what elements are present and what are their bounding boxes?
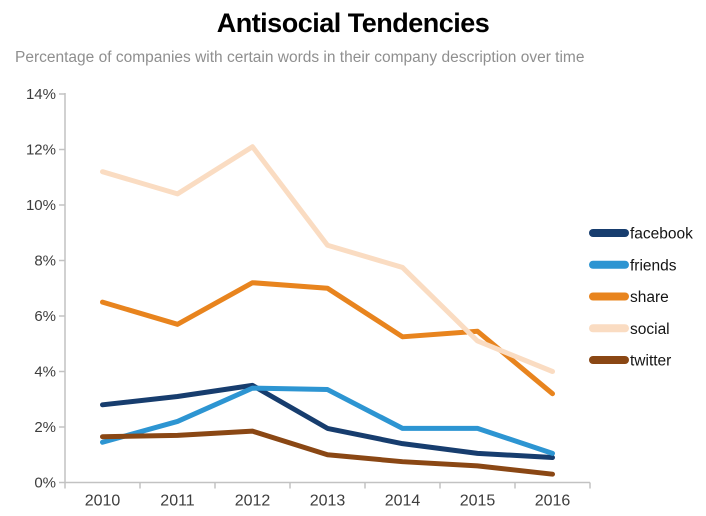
- x-tick-label: 2013: [310, 493, 346, 510]
- y-tick-label: 0%: [34, 475, 56, 492]
- y-tick-label: 8%: [34, 253, 56, 270]
- legend-label-social: social: [630, 321, 670, 338]
- legend-item-friends: friends: [589, 257, 677, 274]
- legend-item-twitter: twitter: [589, 353, 671, 370]
- x-tick-label: 2010: [85, 493, 121, 510]
- legend-item-facebook: facebook: [589, 226, 693, 243]
- series-line-facebook: [100, 382, 555, 461]
- x-tick-label: 2012: [235, 493, 271, 510]
- x-tick-label: 2011: [160, 493, 195, 510]
- y-tick-label: 10%: [26, 197, 56, 214]
- y-tick-label: 6%: [34, 308, 56, 325]
- legend-label-twitter: twitter: [630, 353, 671, 370]
- series-line-social: [100, 144, 555, 374]
- legend-label-friends: friends: [630, 257, 677, 274]
- series-line-friends: [100, 385, 555, 456]
- legend-item-social: social: [589, 321, 670, 338]
- legend-label-share: share: [630, 289, 669, 306]
- y-tick-label: 4%: [34, 364, 56, 381]
- series-line-share: [100, 280, 555, 397]
- x-tick-label: 2016: [535, 493, 571, 510]
- legend-item-share: share: [589, 289, 669, 306]
- y-tick-label: 14%: [26, 86, 56, 103]
- x-tick-label: 2014: [385, 493, 421, 510]
- y-tick-label: 2%: [34, 419, 56, 436]
- chart-title: Antisocial Tendencies: [216, 8, 490, 38]
- y-tick-label: 12%: [26, 142, 56, 159]
- series-line-twitter: [100, 428, 555, 477]
- chart-subtitle: Percentage of companies with certain wor…: [15, 49, 585, 66]
- x-tick-label: 2015: [460, 493, 496, 510]
- legend-label-facebook: facebook: [630, 226, 693, 243]
